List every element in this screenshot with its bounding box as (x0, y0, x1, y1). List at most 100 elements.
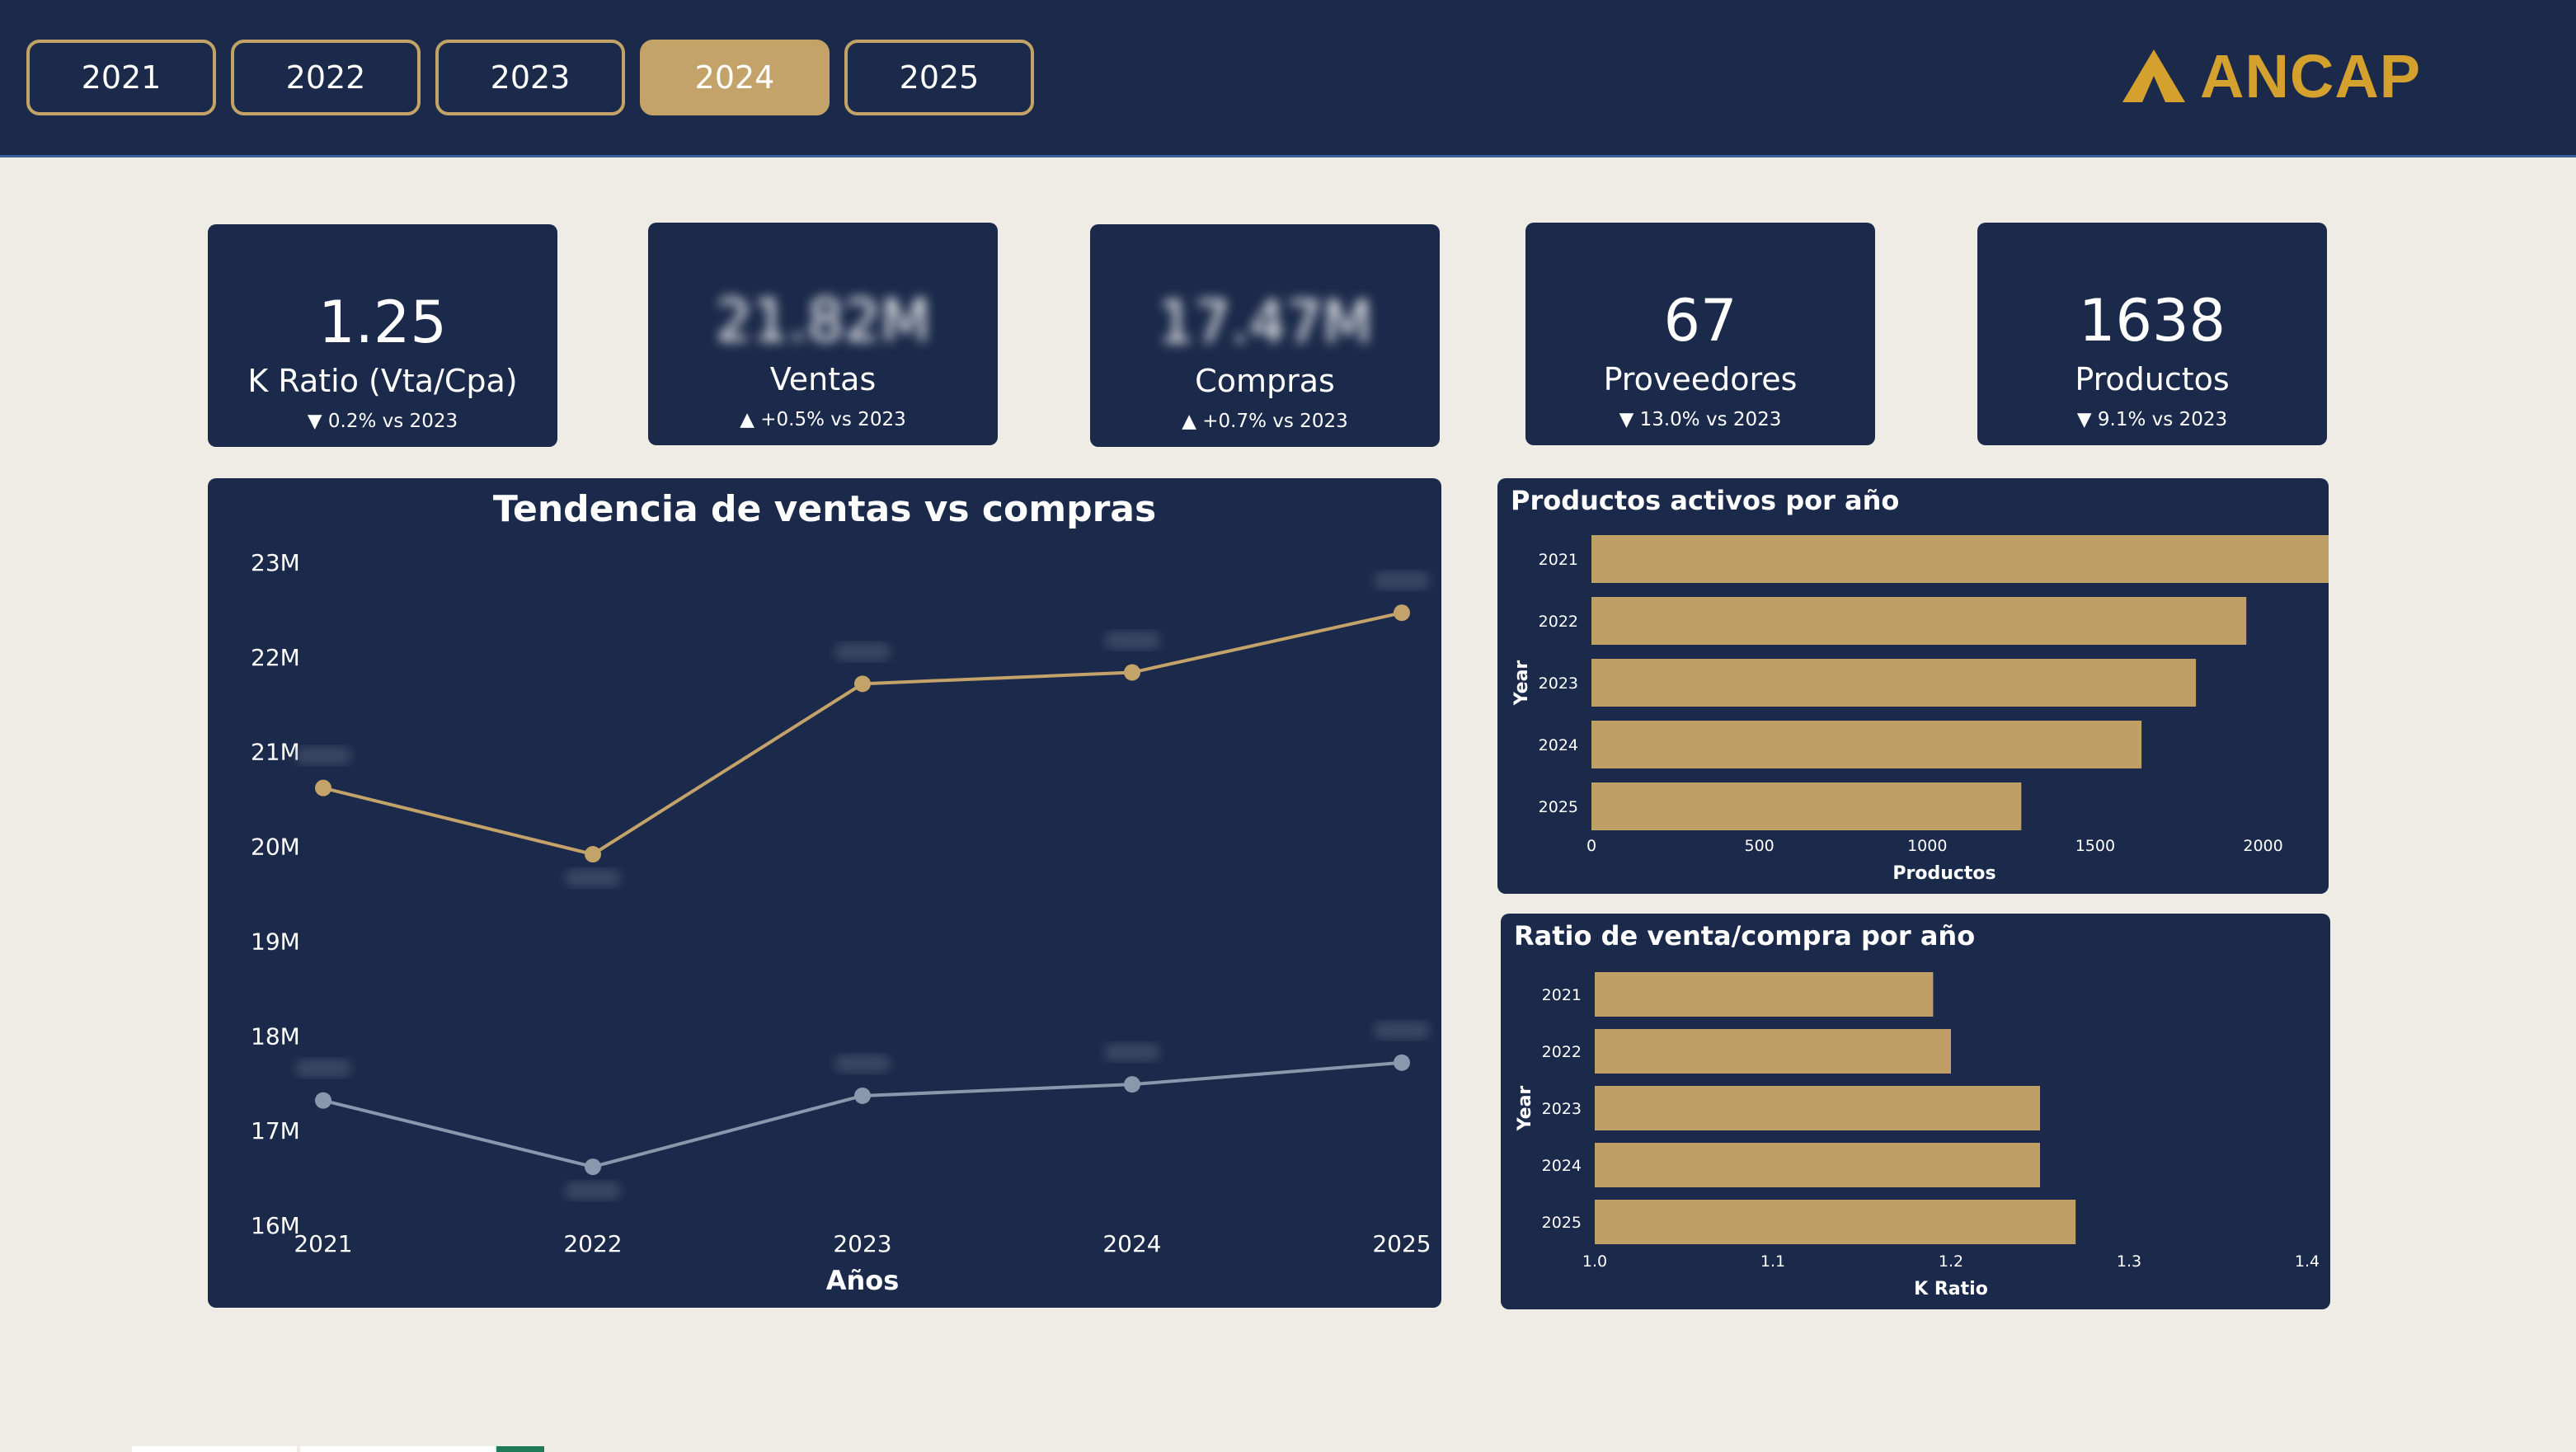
page-tab-strip (132, 1446, 297, 1452)
page-tab-strip (300, 1446, 495, 1452)
kpi-delta: ▼ 0.2% vs 2023 (307, 411, 458, 432)
kpi-value: 67 (1663, 287, 1737, 355)
kpi-delta: ▲ +0.7% vs 2023 (1182, 411, 1348, 432)
y-tick-label: 18M (251, 1022, 300, 1050)
year-tab-2025[interactable]: 2025 (844, 40, 1034, 115)
year-tab-2024[interactable]: 2024 (640, 40, 830, 115)
x-tick-label: 2000 (2243, 837, 2282, 855)
x-tick-label: 2021 (294, 1230, 352, 1257)
year-tab-2022[interactable]: 2022 (231, 40, 421, 115)
category-label: 2025 (1542, 1214, 1582, 1232)
data-point-ventas (1394, 604, 1410, 622)
x-tick-label: 1.1 (1760, 1252, 1785, 1271)
x-tick-label: 1.3 (2117, 1252, 2141, 1271)
x-axis-label: K Ratio (1914, 1279, 1988, 1299)
logo-text: ANCAP (2200, 41, 2422, 110)
data-point-compras (315, 1092, 331, 1109)
data-point-compras (1394, 1054, 1410, 1071)
category-label: 2023 (1542, 1100, 1582, 1118)
kpi-delta: ▲ +0.5% vs 2023 (740, 409, 906, 430)
data-label-blurred (1374, 571, 1430, 590)
arrow-down-icon: ▼ (1619, 409, 1640, 430)
arrow-up-icon: ▲ (1182, 411, 1203, 432)
data-label-blurred (834, 642, 891, 661)
kpi-value: 21.82M (715, 287, 931, 355)
bar (1595, 972, 1934, 1017)
x-tick-label: 0 (1586, 837, 1596, 855)
kpi-card-productos: 1638 Productos ▼ 9.1% vs 2023 (1977, 223, 2327, 445)
category-label: 2022 (1539, 613, 1578, 631)
bar (1591, 659, 2197, 707)
data-point-compras (1124, 1076, 1140, 1093)
kpi-label: Compras (1195, 363, 1335, 399)
y-tick-label: 22M (251, 644, 300, 671)
y-axis-label: Year (1515, 1086, 1535, 1132)
kpi-delta: ▼ 9.1% vs 2023 (2076, 409, 2228, 430)
kpi-value: 1638 (2078, 287, 2226, 355)
x-tick-label: 1000 (1907, 837, 1947, 855)
bar (1591, 782, 2022, 830)
data-label-blurred (1374, 1021, 1430, 1040)
data-label-blurred (295, 1059, 351, 1078)
bar (1595, 1086, 2040, 1130)
x-tick-label: 1500 (2075, 837, 2115, 855)
x-tick-label: 1.2 (1939, 1252, 1963, 1271)
y-axis-label: Year (1511, 660, 1532, 707)
kpi-card-proveedores: 67 Proveedores ▼ 13.0% vs 2023 (1525, 223, 1875, 445)
kpi-card-ventas: 21.82M Ventas ▲ +0.5% vs 2023 (648, 223, 998, 445)
year-tab-2023[interactable]: 2023 (435, 40, 625, 115)
x-tick-label: 1.4 (2295, 1252, 2320, 1271)
year-tab-2021[interactable]: 2021 (26, 40, 216, 115)
y-tick-label: 19M (251, 928, 300, 955)
bar (1591, 597, 2247, 645)
arrow-down-icon: ▼ (2076, 409, 2098, 430)
data-label-blurred (1104, 1043, 1160, 1062)
data-point-ventas (1124, 664, 1140, 681)
kpi-delta: ▼ 13.0% vs 2023 (1619, 409, 1782, 430)
category-label: 2021 (1542, 986, 1582, 1004)
data-label-blurred (834, 1054, 891, 1073)
ancap-logo: ANCAP (2119, 41, 2422, 110)
chart-title: Ratio de venta/compra por año (1514, 920, 1975, 952)
ratio-chart-card: Ratio de venta/compra por año 2021 2022 202… (1501, 914, 2330, 1309)
bar (1591, 535, 2330, 583)
page-tab-active[interactable] (496, 1446, 544, 1452)
bar (1595, 1200, 2076, 1244)
top-bar: 2021 2022 2023 2024 2025 ANCAP (0, 0, 2576, 157)
kpi-card-compras: 17.47M Compras ▲ +0.7% vs 2023 (1090, 224, 1440, 447)
arrow-down-icon: ▼ (307, 411, 328, 432)
kpi-card-k-ratio: 1.25 K Ratio (Vta/Cpa) ▼ 0.2% vs 2023 (208, 224, 557, 447)
kpi-value: 17.47M (1157, 289, 1373, 356)
trend-line-chart: Tendencia de ventas vs compras 16M 17M 18M 1… (251, 488, 1431, 1296)
bar (1591, 721, 2142, 768)
category-label: 2022 (1542, 1043, 1582, 1061)
kpi-label: Proveedores (1603, 361, 1798, 397)
kpi-label: Productos (2075, 361, 2230, 397)
y-tick-label: 21M (251, 739, 300, 766)
y-tick-label: 17M (251, 1117, 300, 1144)
data-point-ventas (585, 846, 601, 863)
data-label-blurred (1104, 631, 1160, 650)
triangle-logo-icon (2122, 49, 2185, 102)
productos-bar-chart: Productos activos por año 2021 2022 2023 202… (1511, 485, 2330, 884)
y-tick-label: 16M (251, 1212, 300, 1239)
data-point-compras (585, 1158, 601, 1176)
x-axis-label: Años (826, 1265, 900, 1296)
data-point-compras (854, 1087, 871, 1104)
productos-chart-card: Productos activos por año 2021 2022 2023 202… (1497, 478, 2330, 894)
category-label: 2025 (1539, 798, 1578, 816)
ratio-bar-chart: Ratio de venta/compra por año 2021 2022 202… (1514, 920, 2320, 1299)
chart-title: Productos activos por año (1511, 485, 1899, 516)
trend-chart-card: Tendencia de ventas vs compras 16M 17M 18M 1… (208, 478, 1441, 1308)
x-tick-label: 2022 (563, 1230, 622, 1257)
data-point-ventas (315, 779, 331, 796)
kpi-label: K Ratio (Vta/Cpa) (247, 363, 518, 399)
arrow-up-icon: ▲ (740, 409, 761, 430)
chart-title: Tendencia de ventas vs compras (493, 488, 1156, 530)
category-label: 2021 (1539, 551, 1578, 569)
data-label-blurred (565, 1182, 621, 1201)
data-label-blurred (295, 746, 351, 765)
data-point-ventas (854, 675, 871, 693)
kpi-label: Ventas (769, 361, 877, 397)
y-tick-label: 23M (251, 549, 300, 576)
